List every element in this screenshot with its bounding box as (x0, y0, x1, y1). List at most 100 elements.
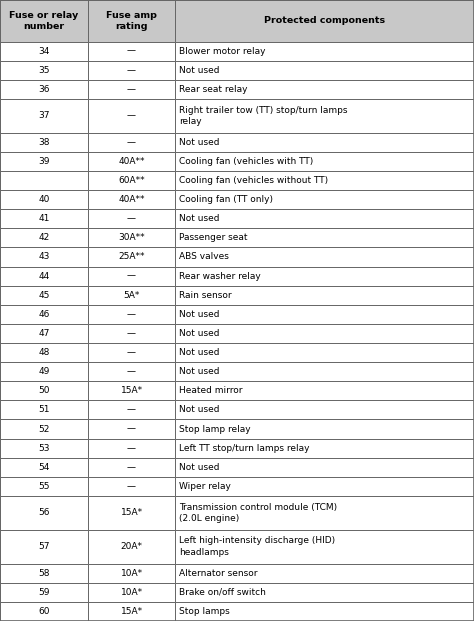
Bar (88, 42, 175, 61)
Text: 52: 52 (38, 425, 49, 433)
Text: Not used: Not used (179, 463, 219, 472)
Bar (88, 286, 175, 305)
Text: Cooling fan (TT only): Cooling fan (TT only) (179, 195, 273, 204)
Text: 5A*: 5A* (123, 291, 140, 300)
Bar (175, 381, 474, 401)
Text: —: — (127, 271, 136, 281)
Text: 15A*: 15A* (120, 607, 143, 616)
Text: Cooling fan (vehicles with TT): Cooling fan (vehicles with TT) (179, 157, 313, 166)
Text: Not used: Not used (179, 329, 219, 338)
Text: 39: 39 (38, 157, 50, 166)
Bar (175, 247, 474, 266)
Bar (0, 381, 88, 401)
Text: 15A*: 15A* (120, 509, 143, 517)
Text: —: — (127, 310, 136, 319)
Bar (88, 61, 175, 79)
Text: Fuse amp
rating: Fuse amp rating (106, 11, 157, 31)
Text: Not used: Not used (179, 138, 219, 147)
Text: —: — (127, 138, 136, 147)
Bar (0, 530, 88, 564)
Text: 47: 47 (38, 329, 49, 338)
Bar (0, 602, 88, 621)
Text: —: — (127, 111, 136, 120)
Text: Brake on/off switch: Brake on/off switch (179, 588, 266, 597)
Text: 30A**: 30A** (118, 233, 145, 242)
Text: Not used: Not used (179, 214, 219, 223)
Text: —: — (127, 329, 136, 338)
Text: 57: 57 (38, 542, 50, 551)
Text: —: — (127, 47, 136, 55)
Bar (0, 209, 88, 229)
Bar (175, 305, 474, 324)
Text: 59: 59 (38, 588, 50, 597)
Text: 54: 54 (38, 463, 49, 472)
Text: Rear seat relay: Rear seat relay (179, 85, 247, 94)
Bar (175, 79, 474, 99)
Text: 10A*: 10A* (120, 588, 143, 597)
Bar (175, 458, 474, 477)
Bar (0, 343, 88, 362)
Text: 40: 40 (38, 195, 49, 204)
Bar (0, 305, 88, 324)
Bar (175, 171, 474, 190)
Bar (175, 152, 474, 171)
Text: 37: 37 (38, 111, 50, 120)
Bar (88, 419, 175, 438)
Text: Rear washer relay: Rear washer relay (179, 271, 261, 281)
Text: 60A**: 60A** (118, 176, 145, 185)
Bar (0, 582, 88, 602)
Bar (88, 438, 175, 458)
Text: 34: 34 (38, 47, 49, 55)
Bar (0, 496, 88, 530)
Text: Fuse or relay
number: Fuse or relay number (9, 11, 79, 31)
Bar (88, 99, 175, 133)
Bar (0, 438, 88, 458)
Bar (175, 496, 474, 530)
Bar (175, 602, 474, 621)
Text: Stop lamps: Stop lamps (179, 607, 229, 616)
Text: 60: 60 (38, 607, 50, 616)
Bar (175, 362, 474, 381)
Text: 38: 38 (38, 138, 50, 147)
Bar (175, 229, 474, 247)
Text: Cooling fan (vehicles without TT): Cooling fan (vehicles without TT) (179, 176, 328, 185)
Bar (88, 564, 175, 582)
Bar (0, 564, 88, 582)
Bar (0, 190, 88, 209)
Text: —: — (127, 425, 136, 433)
Bar (88, 582, 175, 602)
Bar (175, 266, 474, 286)
Bar (175, 564, 474, 582)
Text: 25A**: 25A** (118, 253, 145, 261)
Text: 51: 51 (38, 406, 50, 414)
Bar (0, 229, 88, 247)
Text: ABS valves: ABS valves (179, 253, 229, 261)
Bar (88, 209, 175, 229)
Bar (175, 419, 474, 438)
Bar (175, 99, 474, 133)
Bar (0, 152, 88, 171)
Bar (88, 343, 175, 362)
Text: Not used: Not used (179, 406, 219, 414)
Text: Not used: Not used (179, 348, 219, 357)
Bar (0, 362, 88, 381)
Bar (88, 0, 175, 42)
Bar (88, 266, 175, 286)
Bar (0, 477, 88, 496)
Text: 55: 55 (38, 482, 50, 491)
Text: —: — (127, 443, 136, 453)
Text: —: — (127, 367, 136, 376)
Text: Not used: Not used (179, 367, 219, 376)
Bar (0, 419, 88, 438)
Text: 40A**: 40A** (118, 157, 145, 166)
Bar (175, 477, 474, 496)
Bar (0, 324, 88, 343)
Text: —: — (127, 482, 136, 491)
Bar (88, 458, 175, 477)
Bar (0, 133, 88, 152)
Text: 44: 44 (38, 271, 49, 281)
Bar (175, 401, 474, 419)
Text: 53: 53 (38, 443, 50, 453)
Bar (88, 247, 175, 266)
Text: Not used: Not used (179, 66, 219, 75)
